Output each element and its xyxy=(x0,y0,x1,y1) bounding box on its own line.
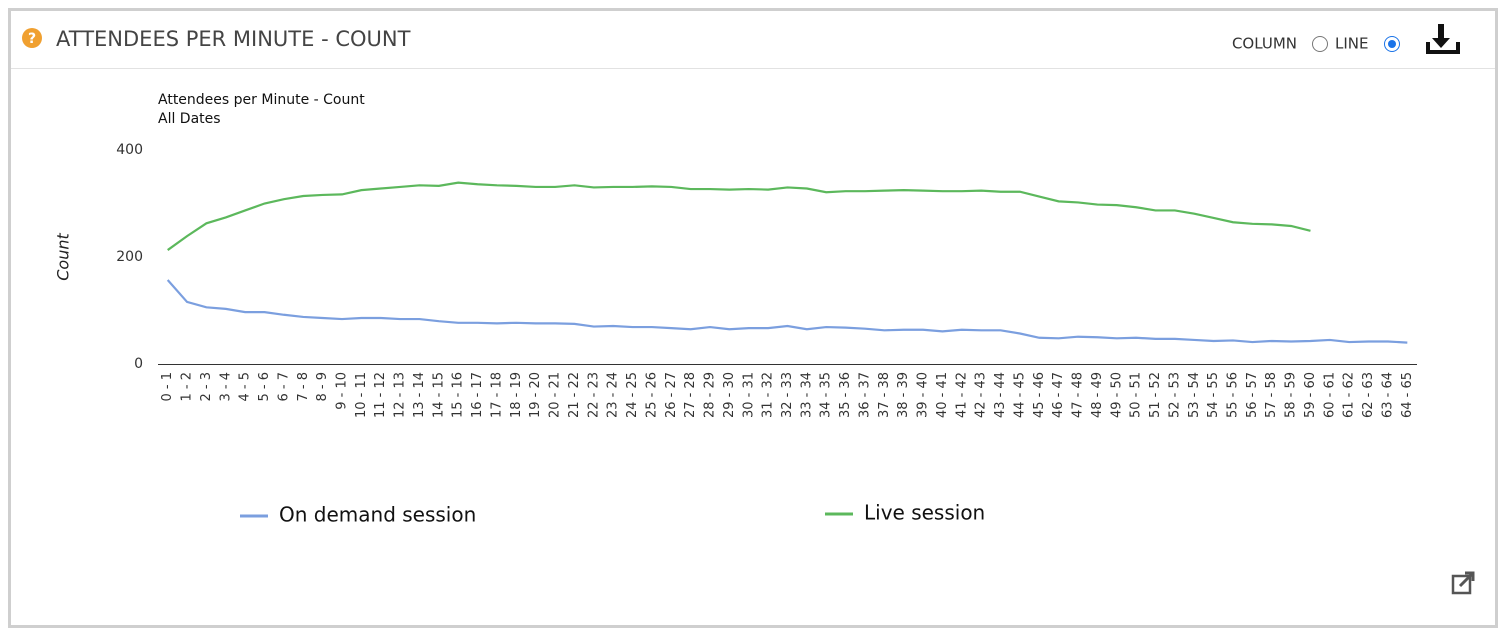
y-tick-label: 200 xyxy=(116,249,143,265)
x-tick-label: 47 - 48 xyxy=(1071,372,1086,418)
x-tick-label: 50 - 51 xyxy=(1129,372,1144,418)
panel-border xyxy=(8,8,1498,628)
x-tick-label: 63 - 64 xyxy=(1380,372,1395,418)
x-tick-label: 31 - 32 xyxy=(761,372,776,418)
x-tick-label: 26 - 27 xyxy=(664,372,679,418)
x-tick-label: 21 - 22 xyxy=(567,372,582,418)
x-tick-label: 62 - 63 xyxy=(1361,372,1376,418)
x-tick-label: 23 - 24 xyxy=(606,372,621,418)
y-tick-label: 0 xyxy=(134,356,143,372)
chart-title: Attendees per Minute - Count xyxy=(158,92,365,108)
x-tick-label: 17 - 18 xyxy=(489,372,504,418)
x-tick-label: 54 - 55 xyxy=(1206,372,1221,418)
x-tick-label: 60 - 61 xyxy=(1322,372,1337,418)
x-tick-label: 15 - 16 xyxy=(451,372,466,418)
x-tick-label: 61 - 62 xyxy=(1342,372,1357,418)
x-tick-label: 3 - 4 xyxy=(218,372,233,402)
x-tick-label: 22 - 23 xyxy=(586,372,601,418)
x-tick-label: 24 - 25 xyxy=(625,372,640,418)
x-tick-label: 49 - 50 xyxy=(1109,372,1124,418)
x-tick-label: 42 - 43 xyxy=(974,372,989,418)
y-axis-label: Count xyxy=(54,233,73,281)
x-tick-label: 44 - 45 xyxy=(1012,372,1027,418)
x-tick-label: 58 - 59 xyxy=(1284,372,1299,418)
legend-label: Live session xyxy=(864,501,985,525)
help-icon[interactable] xyxy=(22,28,42,48)
x-tick-label: 40 - 41 xyxy=(935,372,950,418)
y-tick-label: 400 xyxy=(116,142,143,158)
x-tick-label: 56 - 57 xyxy=(1245,372,1260,418)
x-tick-label: 43 - 44 xyxy=(993,372,1008,418)
x-tick-label: 6 - 7 xyxy=(276,372,291,402)
line-radio-dot xyxy=(1388,40,1396,48)
x-tick-label: 2 - 3 xyxy=(199,372,214,402)
x-tick-label: 7 - 8 xyxy=(296,372,311,402)
x-tick-label: 57 - 58 xyxy=(1264,372,1279,418)
x-tick-label: 45 - 46 xyxy=(1032,372,1047,418)
x-tick-label: 59 - 60 xyxy=(1303,372,1318,418)
x-tick-label: 36 - 37 xyxy=(857,372,872,418)
help-icon-glyph: ? xyxy=(28,31,36,47)
x-tick-label: 34 - 35 xyxy=(819,372,834,418)
x-tick-label: 27 - 28 xyxy=(683,372,698,418)
line-option-label[interactable]: LINE xyxy=(1335,35,1368,53)
chart-subtitle: All Dates xyxy=(158,111,221,127)
x-tick-label: 18 - 19 xyxy=(509,372,524,418)
x-tick-label: 35 - 36 xyxy=(838,372,853,418)
x-tick-label: 53 - 54 xyxy=(1187,372,1202,418)
x-tick-label: 9 - 10 xyxy=(335,372,350,410)
x-tick-label: 33 - 34 xyxy=(799,372,814,418)
legend-label: On demand session xyxy=(279,503,476,527)
x-tick-label: 55 - 56 xyxy=(1225,372,1240,418)
x-tick-label: 19 - 20 xyxy=(528,372,543,418)
x-tick-label: 14 - 15 xyxy=(431,372,446,418)
x-tick-label: 16 - 17 xyxy=(470,372,485,418)
x-tick-label: 38 - 39 xyxy=(896,372,911,418)
x-tick-label: 41 - 42 xyxy=(954,372,969,418)
panel-title: ATTENDEES PER MINUTE - COUNT xyxy=(56,27,411,51)
x-tick-label: 20 - 21 xyxy=(548,372,563,418)
x-tick-label: 8 - 9 xyxy=(315,372,330,402)
x-tick-label: 51 - 52 xyxy=(1148,372,1163,418)
x-tick-label: 30 - 31 xyxy=(741,372,756,418)
x-tick-label: 10 - 11 xyxy=(354,372,369,418)
x-tick-label: 5 - 6 xyxy=(257,372,272,402)
x-tick-label: 13 - 14 xyxy=(412,372,427,418)
x-tick-label: 46 - 47 xyxy=(1051,372,1066,418)
x-tick-label: 37 - 38 xyxy=(877,372,892,418)
x-tick-label: 4 - 5 xyxy=(238,372,253,402)
x-tick-label: 52 - 53 xyxy=(1167,372,1182,418)
column-radio[interactable] xyxy=(1312,36,1328,52)
download-icon[interactable] xyxy=(1426,24,1460,54)
x-tick-label: 25 - 26 xyxy=(644,372,659,418)
x-tick-label: 32 - 33 xyxy=(780,372,795,418)
x-tick-label: 12 - 13 xyxy=(393,372,408,418)
popout-icon[interactable] xyxy=(1451,571,1475,595)
x-tick-label: 11 - 12 xyxy=(373,372,388,418)
x-tick-label: 0 - 1 xyxy=(160,372,175,402)
x-tick-label: 1 - 2 xyxy=(180,372,195,402)
column-option-label[interactable]: COLUMN xyxy=(1232,35,1297,53)
x-tick-label: 28 - 29 xyxy=(703,372,718,418)
x-tick-label: 29 - 30 xyxy=(722,372,737,418)
line-series xyxy=(167,181,1311,251)
x-tick-label: 64 - 65 xyxy=(1400,372,1415,418)
x-tick-label: 48 - 49 xyxy=(1090,372,1105,418)
line-series xyxy=(166,279,1408,344)
x-tick-label: 39 - 40 xyxy=(916,372,931,418)
